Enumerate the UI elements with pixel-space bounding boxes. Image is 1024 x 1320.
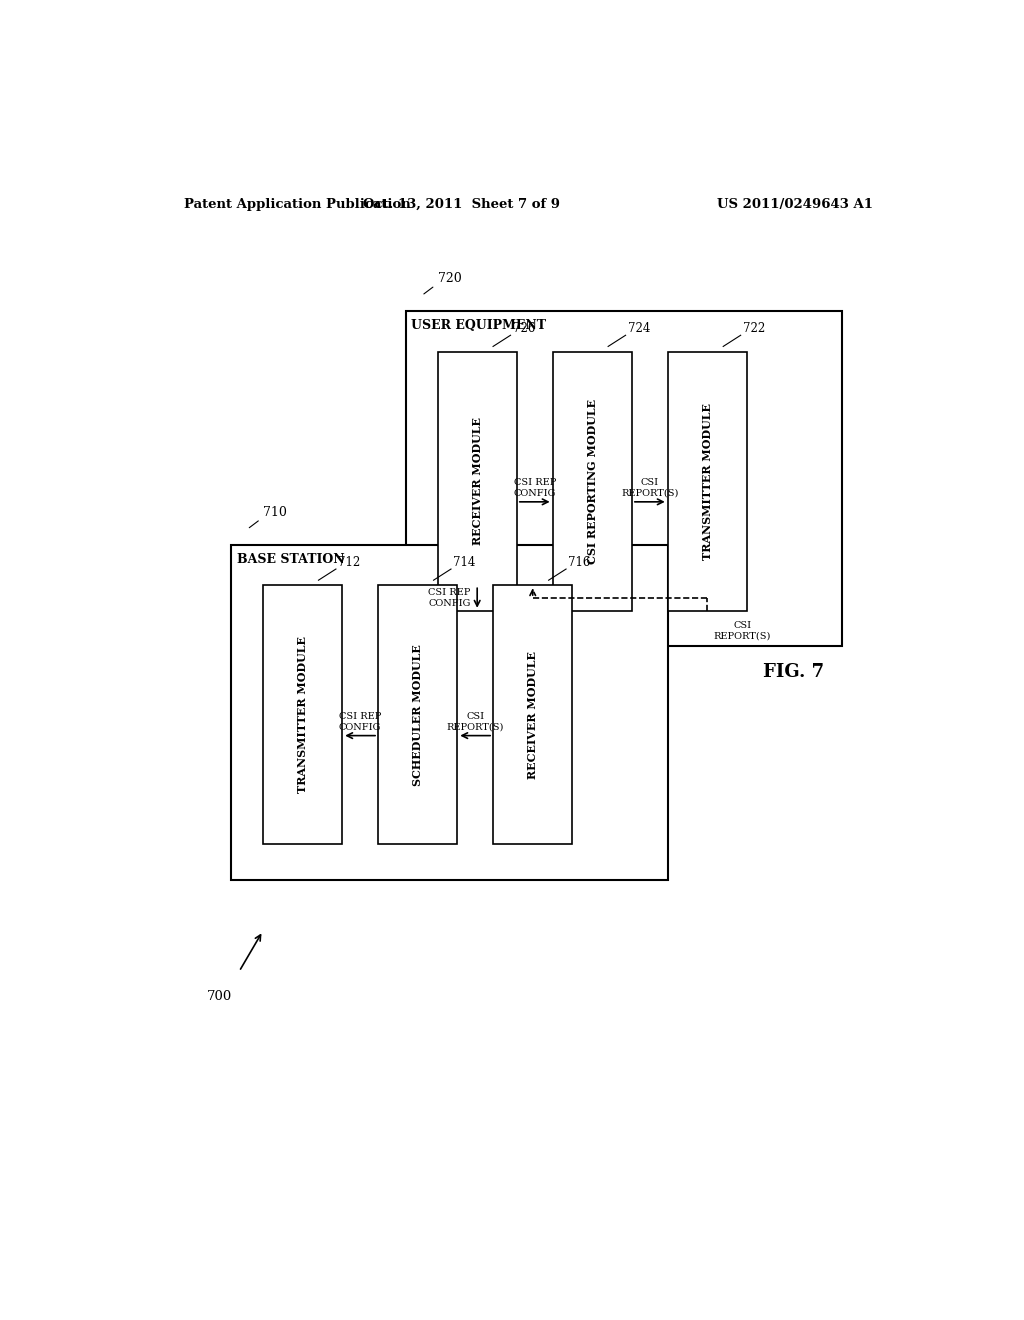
Text: 710: 710 bbox=[263, 507, 287, 519]
Text: SCHEDULER MODULE: SCHEDULER MODULE bbox=[413, 644, 423, 785]
Text: 712: 712 bbox=[338, 556, 360, 569]
Text: CSI
REPORT(S): CSI REPORT(S) bbox=[622, 478, 679, 498]
Text: Oct. 13, 2011  Sheet 7 of 9: Oct. 13, 2011 Sheet 7 of 9 bbox=[362, 198, 560, 211]
Bar bbox=[668, 351, 748, 611]
Text: 724: 724 bbox=[628, 322, 650, 335]
Bar bbox=[553, 351, 632, 611]
Text: 714: 714 bbox=[454, 556, 476, 569]
Text: 700: 700 bbox=[207, 990, 231, 1003]
Text: CSI REP
CONFIG: CSI REP CONFIG bbox=[428, 589, 471, 607]
Bar bbox=[378, 585, 458, 845]
Text: TRANSMITTER MODULE: TRANSMITTER MODULE bbox=[701, 403, 713, 560]
Bar bbox=[494, 585, 572, 845]
Text: CSI REPORTING MODULE: CSI REPORTING MODULE bbox=[587, 399, 598, 564]
Text: 716: 716 bbox=[568, 556, 591, 569]
Text: CSI
REPORT(S): CSI REPORT(S) bbox=[446, 713, 504, 731]
Bar bbox=[263, 585, 342, 845]
Text: BASE STATION: BASE STATION bbox=[237, 553, 344, 566]
Text: TRANSMITTER MODULE: TRANSMITTER MODULE bbox=[297, 636, 308, 793]
Bar bbox=[406, 312, 842, 647]
Text: US 2011/0249643 A1: US 2011/0249643 A1 bbox=[717, 198, 872, 211]
Text: 722: 722 bbox=[743, 322, 765, 335]
Text: USER EQUIPMENT: USER EQUIPMENT bbox=[412, 319, 547, 333]
Text: 726: 726 bbox=[513, 322, 536, 335]
Bar bbox=[437, 351, 517, 611]
Bar bbox=[231, 545, 668, 880]
Text: CSI REP
CONFIG: CSI REP CONFIG bbox=[513, 478, 556, 498]
Text: Patent Application Publication: Patent Application Publication bbox=[183, 198, 411, 211]
Text: FIG. 7: FIG. 7 bbox=[763, 663, 824, 681]
Text: RECEIVER MODULE: RECEIVER MODULE bbox=[472, 417, 482, 545]
Text: CSI REP
CONFIG: CSI REP CONFIG bbox=[339, 713, 381, 731]
Text: 720: 720 bbox=[437, 272, 461, 285]
Text: CSI
REPORT(S): CSI REPORT(S) bbox=[714, 620, 771, 640]
Text: RECEIVER MODULE: RECEIVER MODULE bbox=[527, 651, 539, 779]
